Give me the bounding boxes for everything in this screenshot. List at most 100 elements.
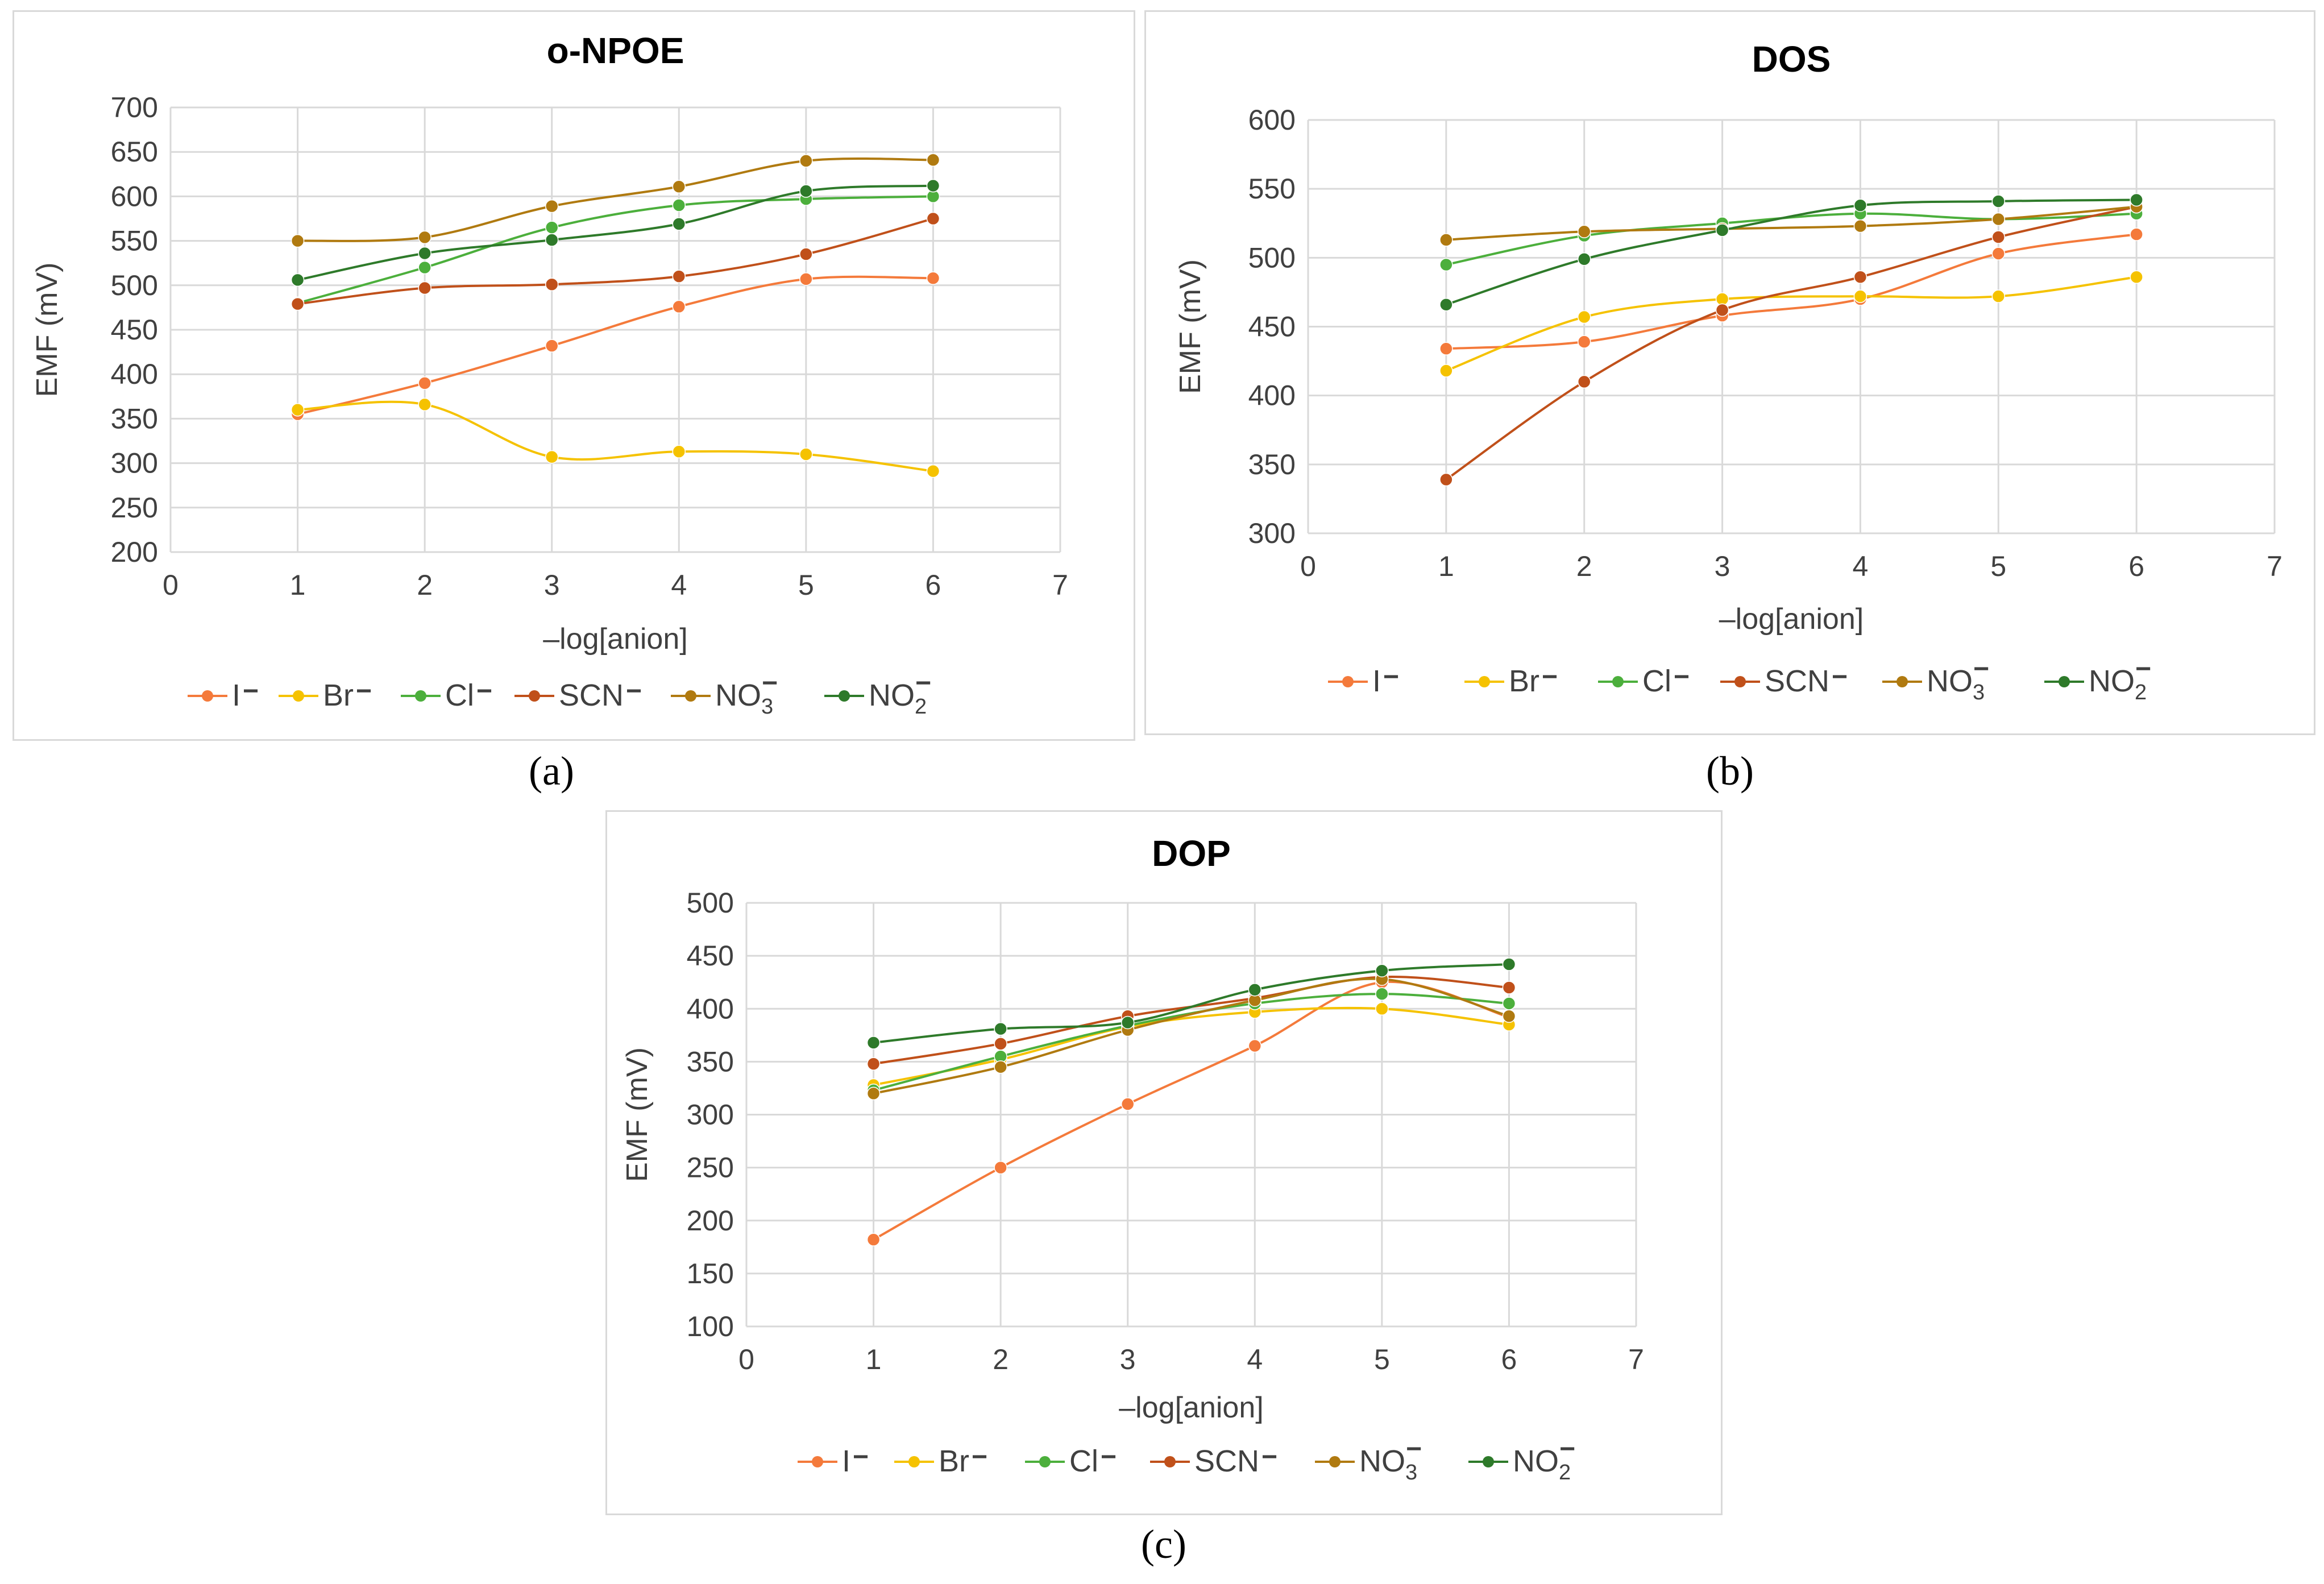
- series-line-br: [873, 1006, 1509, 1087]
- chart-dop: DOP 100 150 200 250 300 350 400 450 500 0 1 2 3 4 5 6 7 –l…: [621, 833, 1644, 1485]
- data-point-br: [1439, 364, 1453, 378]
- data-point-scn: [1439, 472, 1453, 487]
- y-axis-label: EMF (mV): [621, 1047, 654, 1182]
- legend-label: Cl−: [1642, 662, 1690, 698]
- y-tick-label: 550: [111, 225, 158, 257]
- data-point-no3: [418, 230, 431, 244]
- data-point-no2: [1715, 223, 1729, 237]
- legend-marker: [1164, 1456, 1176, 1467]
- legend-marker: [1734, 676, 1746, 687]
- legend-marker: [1342, 676, 1354, 687]
- data-point-i: [1991, 247, 2006, 260]
- series-line-i: [1446, 233, 2137, 350]
- legend-marker: [202, 690, 213, 702]
- series-line-cl: [873, 993, 1509, 1092]
- chart-title: o-NPOE: [547, 30, 684, 71]
- y-axis-label: EMF (mV): [1174, 259, 1207, 394]
- data-point-br: [1577, 310, 1591, 324]
- legend-label: I−: [1372, 662, 1399, 698]
- chart-o-npoe: o-NPOE 200 250 300 350 400 450 500 550 600 650 700 0…: [31, 30, 1068, 719]
- data-point-scn: [799, 247, 813, 261]
- series-line-no3: [1446, 205, 2137, 241]
- legend-item-cl: Cl−: [1598, 662, 1690, 698]
- series-line-br: [1446, 276, 2137, 372]
- data-point-no3: [545, 199, 559, 213]
- y-tick-label: 200: [111, 536, 158, 568]
- x-tick-label: 7: [2267, 550, 2282, 582]
- legend-label: NO2−: [1513, 1434, 1575, 1485]
- legend-label: SCN−: [1194, 1442, 1277, 1478]
- x-axis-label: –log[anion]: [1719, 603, 1864, 636]
- chart-dos: DOS 300 350 400 450 500 550 600 0 1 2 3 4 5 6 7 –log[ani…: [1174, 39, 2282, 704]
- data-point-br: [418, 397, 431, 412]
- y-tick-label: 450: [687, 940, 734, 972]
- legend-marker: [685, 690, 696, 702]
- x-tick-label: 4: [671, 569, 687, 601]
- data-point-no3: [994, 1060, 1007, 1074]
- x-tick-label: 4: [1247, 1344, 1263, 1375]
- data-point-scn: [926, 212, 940, 226]
- x-tick-label: 1: [1438, 550, 1454, 582]
- y-tick-label: 450: [1248, 311, 1296, 343]
- legend-label: Br−: [323, 676, 372, 712]
- series-line-scn: [1445, 205, 2137, 481]
- x-tick-label: 2: [993, 1344, 1009, 1375]
- legend-item-i: I−: [798, 1442, 869, 1478]
- chart-title: DOS: [1752, 39, 1831, 80]
- legend-marker: [839, 690, 850, 702]
- data-point-no3: [866, 1087, 881, 1100]
- y-tick-label: 400: [111, 358, 158, 390]
- data-point-scn: [1853, 270, 1868, 284]
- legend-label: NO3−: [1359, 1434, 1422, 1485]
- data-point-br: [545, 450, 559, 464]
- legend-item-cl: Cl−: [401, 676, 492, 712]
- data-point-i: [545, 339, 559, 353]
- chart-title: DOP: [1152, 833, 1231, 874]
- series-line-i: [873, 980, 1509, 1241]
- series-line-no2: [1446, 198, 2137, 306]
- data-point-no3: [1439, 233, 1453, 247]
- data-point-no3: [290, 234, 305, 248]
- y-tick-label: 300: [687, 1099, 734, 1131]
- data-point-no2: [1502, 957, 1516, 971]
- x-axis-label: –log[anion]: [1119, 1391, 1263, 1424]
- data-point-br: [672, 445, 686, 459]
- legend-item-no3: NO3−: [1882, 654, 1989, 704]
- series-line-scn: [297, 217, 933, 305]
- data-point-i: [799, 272, 813, 286]
- data-point-scn: [418, 281, 431, 295]
- chart-panel-c: DOP 100 150 200 250 300 350 400 450 500 0 1 2 3 4 5 6 7 –l…: [605, 810, 1723, 1515]
- data-point-no2: [1375, 964, 1389, 977]
- y-tick-label: 250: [111, 492, 158, 524]
- legend-label: SCN−: [1765, 662, 1848, 698]
- legend-marker: [1483, 1456, 1494, 1467]
- legend-item-cl: Cl−: [1025, 1442, 1117, 1478]
- legend-marker: [2059, 676, 2070, 687]
- data-point-no2: [1991, 194, 2006, 208]
- data-point-scn: [1715, 303, 1729, 317]
- legend-label: I−: [232, 676, 259, 712]
- data-point-no2: [290, 273, 305, 287]
- series-line-scn: [873, 976, 1509, 1065]
- y-tick-label: 600: [111, 180, 158, 212]
- y-tick-label: 150: [687, 1258, 734, 1289]
- legend-item-i: I−: [1328, 662, 1399, 698]
- data-point-br: [799, 447, 813, 461]
- series-line-no2: [873, 963, 1509, 1044]
- legend-item-no3: NO3−: [1315, 1434, 1422, 1485]
- data-point-no2: [1439, 297, 1453, 312]
- data-point-cl: [545, 221, 559, 234]
- series-line-br: [297, 400, 933, 472]
- data-point-no3: [672, 180, 686, 193]
- data-point-scn: [1577, 375, 1591, 389]
- legend-label: Cl−: [445, 676, 492, 712]
- data-point-no2: [1577, 252, 1591, 266]
- data-point-no2: [1248, 982, 1262, 997]
- data-point-no3: [1853, 219, 1868, 233]
- legend-label: Cl−: [1069, 1442, 1117, 1478]
- series-line-no3: [297, 157, 933, 242]
- y-tick-label: 300: [111, 447, 158, 479]
- x-tick-label: 3: [544, 569, 560, 601]
- legend-item-br: Br−: [1464, 662, 1558, 698]
- legend-item-scn: SCN−: [514, 676, 642, 712]
